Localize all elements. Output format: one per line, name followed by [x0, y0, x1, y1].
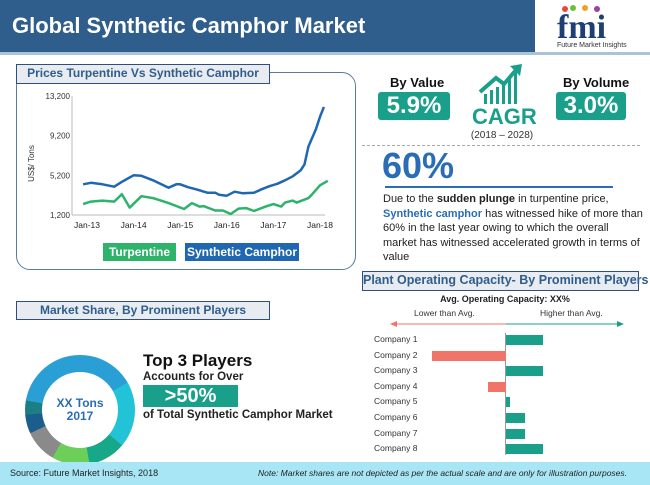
donut-label-line2: 2017 — [66, 409, 94, 423]
company-label: Company 6 — [374, 412, 418, 422]
text-accent: Synthetic camphor — [383, 207, 483, 220]
x-tick-label: Jan-18 — [307, 220, 333, 230]
capacity-arrow — [390, 321, 624, 327]
cagr-label: CAGR — [472, 104, 537, 129]
capacity-bar — [506, 428, 525, 439]
legend-turpentine: Turpentine — [103, 243, 176, 261]
y-tick-label: 9,200 — [50, 132, 71, 141]
donut-label: XX Tons 2017 — [42, 397, 118, 423]
capacity-bar — [506, 397, 510, 408]
top-players-sub: Accounts for Over — [143, 371, 244, 383]
capacity-axis — [505, 333, 506, 455]
donut-hole — [42, 372, 118, 448]
footer — [0, 462, 650, 485]
text-part: has witnessed hike of more than 60% in t… — [383, 207, 643, 264]
x-tick-label: Jan-13 — [74, 220, 100, 230]
by-value-label: By Value — [390, 75, 445, 90]
y-tick-label: 13,200 — [46, 92, 71, 101]
company-label: Company 3 — [374, 365, 418, 376]
highlight-value: 60% — [382, 145, 455, 186]
by-volume-label: By Volume — [563, 75, 630, 90]
footer-note: Note: Market shares are not depicted as … — [258, 468, 628, 478]
market-share-title: Market Share, By Prominent Players — [16, 301, 270, 320]
series-line-synthetic-camphor — [82, 106, 326, 197]
header-divider — [0, 52, 650, 55]
highlight-text: Due to the sudden plunge in turpentine p… — [383, 192, 643, 265]
by-value-kpi: 5.9% — [378, 92, 450, 120]
x-tick-label: Jan-17 — [260, 220, 286, 230]
svg-text:Future Market Insights: Future Market Insights — [557, 42, 627, 49]
company-label: Company 8 — [374, 443, 418, 454]
capacity-bar — [506, 335, 543, 345]
legend-synthetic-camphor: Synthetic Camphor — [185, 243, 299, 261]
capacity-avg: Avg. Operating Capacity: XX% — [440, 294, 570, 304]
growth-chart-arrow-icon — [478, 64, 522, 104]
footer-source: Source: Future Market Insights, 2018 — [10, 468, 159, 478]
text-bold: sudden plunge — [436, 193, 516, 205]
text-part: in turpentine price, — [515, 193, 609, 205]
capacity-bar — [487, 381, 506, 392]
price-chart-title: Prices Turpentine Vs Synthetic Camphor — [16, 64, 270, 84]
top-players-tail: of Total Synthetic Camphor Market — [143, 409, 333, 421]
lower-label: Lower than Avg. — [414, 308, 475, 318]
company-label: Company 1 — [374, 334, 418, 344]
svg-text:fmi: fmi — [557, 9, 606, 46]
series-line-turpentine — [82, 179, 329, 216]
top-players-share: >50% — [143, 385, 238, 407]
dashed-divider — [362, 145, 640, 146]
y-tick-label: 5,200 — [50, 171, 71, 180]
company-label: Company 2 — [374, 349, 418, 360]
logo-icon: fmi Future Market Insights — [557, 5, 627, 49]
company-label: Company 4 — [374, 380, 418, 391]
donut-label-line1: XX Tons — [56, 396, 104, 410]
by-volume-kpi: 3.0% — [556, 92, 626, 120]
company-label: Company 5 — [374, 396, 418, 407]
text-part: Due to the — [383, 193, 437, 205]
y-tick-label: 1,200 — [50, 211, 71, 220]
x-tick-label: Jan-16 — [214, 220, 240, 230]
y-axis-label: US$/ Tons — [27, 145, 36, 182]
highlight-underline — [385, 186, 613, 188]
fmi-logo: fmi Future Market Insights — [535, 0, 650, 52]
higher-label: Higher than Avg. — [540, 308, 603, 318]
capacity-title: Plant Operating Capacity- By Prominent P… — [362, 271, 649, 291]
header-bar — [0, 0, 535, 52]
cagr-period: (2018 – 2028) — [470, 130, 534, 141]
x-tick-label: Jan-14 — [121, 220, 147, 230]
company-label: Company 7 — [374, 427, 418, 438]
capacity-bar — [506, 444, 543, 455]
page-title: Global Synthetic Camphor Market — [12, 13, 366, 38]
capacity-bar — [506, 413, 525, 423]
top-players-headline: Top 3 Players — [143, 351, 253, 370]
capacity-bar — [432, 350, 506, 361]
x-tick-label: Jan-15 — [167, 220, 193, 230]
capacity-bar — [506, 366, 543, 377]
